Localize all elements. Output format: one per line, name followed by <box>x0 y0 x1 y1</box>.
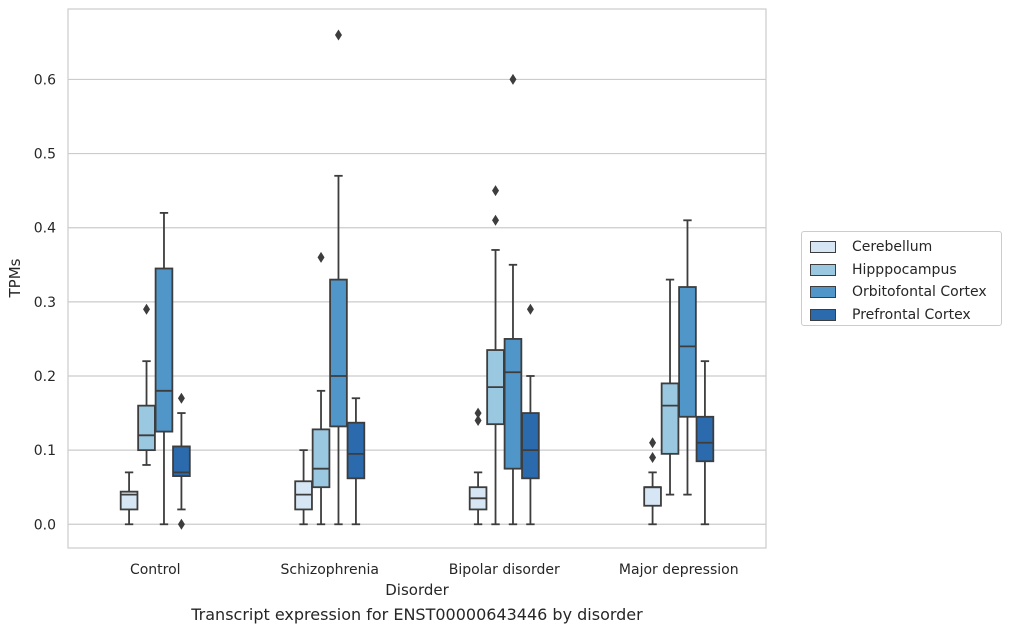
x-tick-label: Schizophrenia <box>281 562 379 578</box>
legend-swatch <box>810 308 836 321</box>
y-tick-label: 0.2 <box>34 369 56 385</box>
box <box>521 412 540 480</box>
outlier-point <box>492 185 500 197</box>
plot-frame <box>67 8 767 549</box>
box <box>346 421 366 480</box>
box <box>695 415 715 463</box>
outlier-point <box>177 392 185 404</box>
box <box>503 338 523 470</box>
box <box>329 278 348 428</box>
box <box>154 267 174 433</box>
outlier-point <box>143 303 151 315</box>
outlier-point <box>649 452 657 464</box>
outlier-point <box>317 251 325 263</box>
legend-item: Hipppocampus <box>810 259 993 282</box>
y-tick-label: 0.0 <box>34 517 56 533</box>
outlier-point <box>177 518 185 530</box>
boxes <box>119 29 715 530</box>
tick-labels: 0.0 0.1 0.2 0.3 0.4 0.5 0.6 Control Schizophreni… <box>34 72 739 578</box>
outlier-point <box>474 414 482 426</box>
outlier-point <box>526 303 534 315</box>
x-tick-label: Control <box>130 562 181 578</box>
legend-item: Orbitofontal Cortex <box>810 281 993 304</box>
y-tick-label: 0.5 <box>34 147 56 163</box>
box <box>678 286 697 418</box>
y-tick-label: 0.4 <box>34 221 56 237</box>
x-tick-label: Major depression <box>619 562 739 578</box>
y-tick-label: 0.3 <box>34 295 56 311</box>
legend-label: Cerebellum <box>852 239 933 256</box>
x-axis-title: Disorder <box>385 581 449 599</box>
box <box>643 486 662 507</box>
legend-swatch <box>810 241 836 254</box>
legend-label: Prefrontal Cortex <box>852 306 971 323</box>
legend-item: Cerebellum <box>810 236 993 259</box>
outlier-point <box>649 437 657 449</box>
y-axis-title: TPMs <box>6 258 24 298</box>
outlier-point <box>474 407 482 419</box>
y-tick-label: 0.6 <box>34 72 56 88</box>
box <box>137 404 156 452</box>
legend-label: Orbitofontal Cortex <box>852 284 987 301</box>
legend: Cerebellum Hipppocampus Orbitofontal Corte… <box>801 231 1002 326</box>
legend-item: Prefrontal Cortex <box>810 304 993 327</box>
chart-caption: Transcript expression for ENST0000064344… <box>191 605 643 624</box>
x-tick-label: Bipolar disorder <box>449 562 560 578</box>
box <box>311 428 331 489</box>
legend-label: Hipppocampus <box>852 261 957 278</box>
box <box>119 490 139 511</box>
legend-swatch <box>810 263 836 276</box>
y-tick-label: 0.1 <box>34 443 56 459</box>
box <box>660 382 680 455</box>
legend-swatch <box>810 286 836 299</box>
box <box>172 445 191 477</box>
outlier-point <box>509 73 517 85</box>
outlier-point <box>492 214 500 226</box>
outlier-point <box>334 29 342 41</box>
